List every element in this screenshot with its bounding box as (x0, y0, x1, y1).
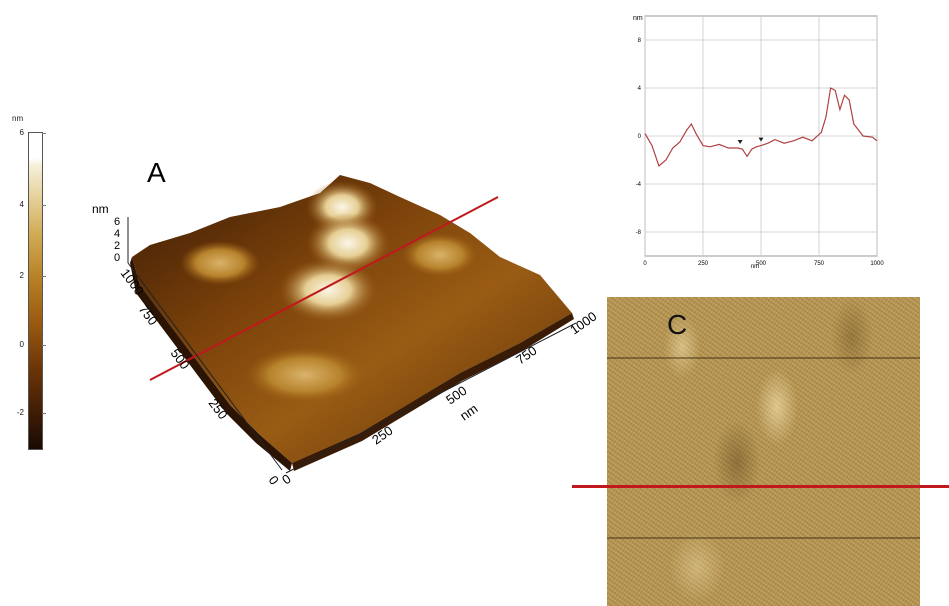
colorbar-tickmark (42, 413, 46, 414)
afm-3d-surface: A nm 6 4 2 0 1000 750 500 250 0 0 250 50… (92, 157, 599, 488)
section-line-c (572, 485, 949, 488)
panel-label-c: C (667, 309, 688, 340)
profile-ticks: 0 250 500 750 1000 8 4 0 -4 -8 (636, 38, 885, 267)
profile-series-line (644, 87, 878, 168)
cursor-marker (737, 140, 743, 144)
colorbar-tickmark (42, 133, 46, 134)
cursor-marker (758, 137, 764, 142)
afm-amplitude-image: C (607, 297, 920, 606)
surface-peak (306, 213, 390, 273)
colorbar-gradient (28, 132, 43, 450)
surface-peak (402, 233, 478, 277)
x-axis-unit: nm (751, 264, 759, 270)
y-tick-label: 8 (638, 38, 642, 44)
z-axis-unit: nm (92, 202, 109, 216)
left-axis (127, 262, 283, 471)
afm-3d-topography-panel: A nm 6 4 2 0 1000 750 500 250 0 0 250 50… (80, 145, 600, 505)
surface-side-left (130, 257, 292, 471)
height-colorbar: nm 6 4 2 0 -2 (8, 114, 48, 454)
scan-artifact-line (607, 537, 920, 539)
colorbar-tick: 4 (19, 200, 24, 209)
profile-marks (644, 87, 878, 168)
section-line (149, 196, 499, 381)
x-tick-label: 250 (698, 261, 709, 267)
surface-side-right (292, 313, 574, 471)
z-tick-label: 6 (114, 216, 120, 228)
z-tick-label: 0 (114, 252, 120, 264)
y-tick-label: -8 (636, 230, 642, 236)
x-tick-label: 1000 (870, 261, 884, 267)
x-tick-label: 750 (814, 261, 825, 267)
right-axis-unit: nm (457, 401, 480, 424)
colorbar-tick: 6 (19, 128, 24, 137)
colorbar-tick: -2 (16, 408, 24, 417)
scan-artifact-line (607, 357, 920, 359)
colorbar-tickmark (42, 345, 46, 346)
panel-label-a: A (147, 157, 166, 188)
colorbar-tickmark (42, 276, 46, 277)
y-tick-label: -4 (636, 182, 642, 188)
colorbar-tick: 0 (19, 340, 24, 349)
colorbar-tickmark (42, 205, 46, 206)
colorbar-tick: 2 (19, 271, 24, 280)
colorbar-unit: nm (12, 114, 24, 123)
y-axis-unit: nm (633, 15, 643, 22)
z-tick-label: 4 (114, 228, 120, 240)
y-tick-label: 4 (638, 86, 642, 92)
y-tick-label: 0 (638, 134, 642, 140)
x-tick-label: 500 (756, 261, 767, 267)
origin-label: 0 (279, 471, 294, 487)
x-tick-label: 0 (643, 261, 647, 267)
surface-peak (180, 241, 260, 285)
amplitude-texture (607, 297, 920, 606)
right-axis (285, 322, 577, 474)
z-tick-label: 2 (114, 240, 120, 252)
right-axis-tick: 1000 (567, 309, 599, 338)
profile-grid (644, 15, 878, 257)
surface-peak (245, 347, 365, 403)
